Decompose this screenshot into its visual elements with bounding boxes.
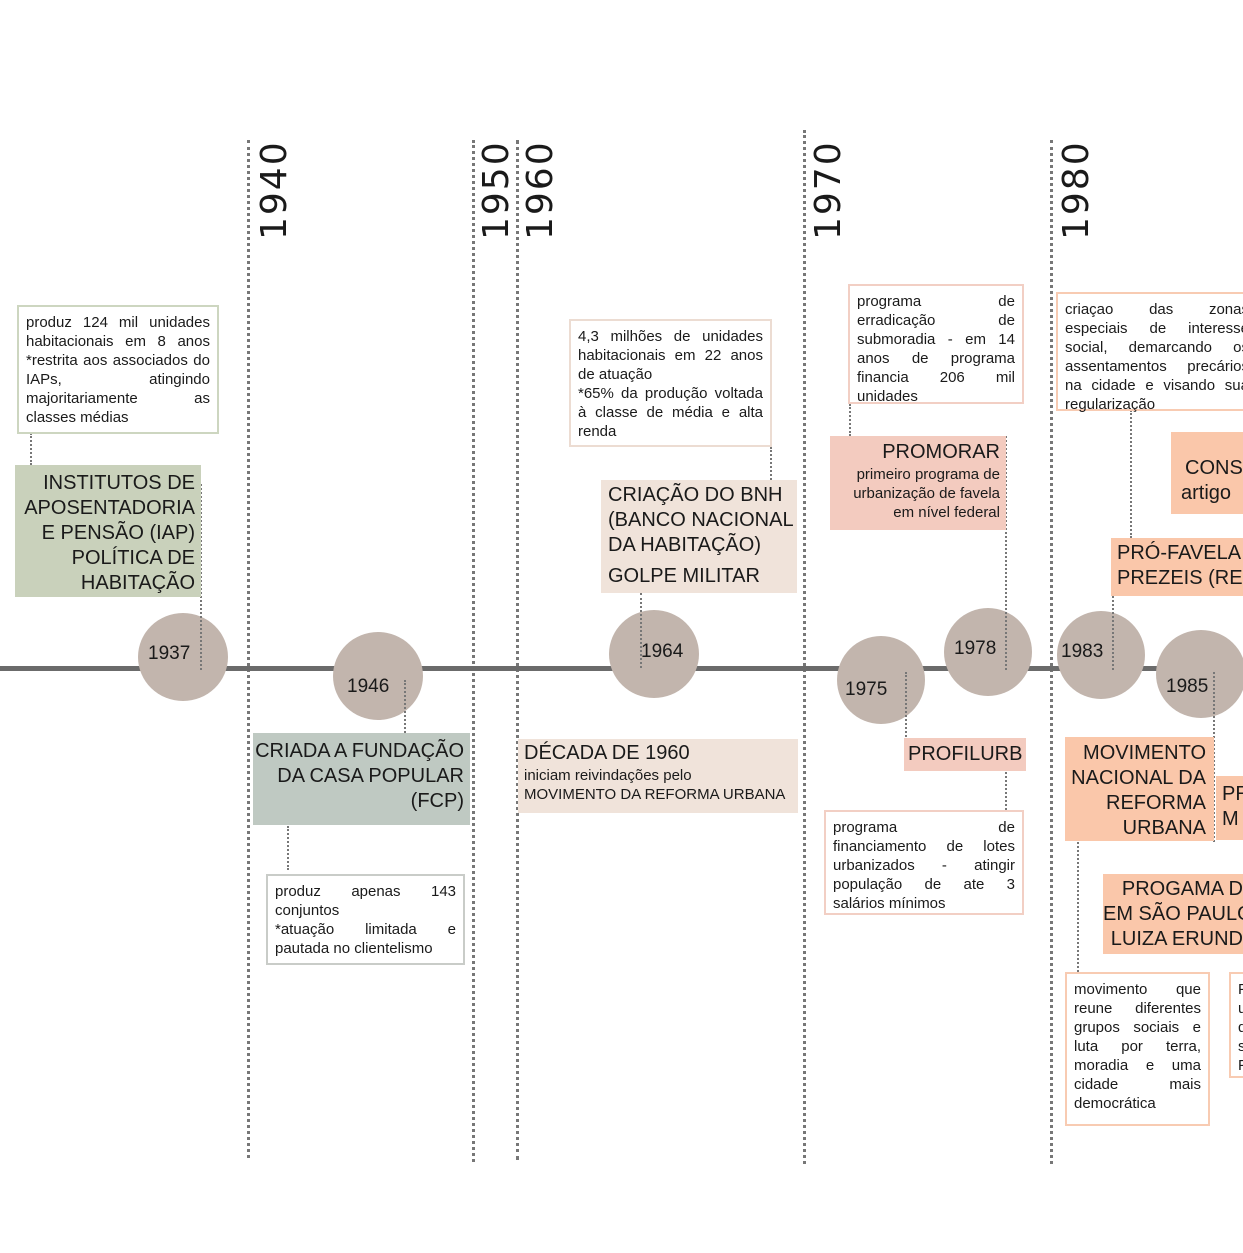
mnru-box: MOVIMENTO NACIONAL DA REFORMA URBANA bbox=[1065, 737, 1214, 841]
decade-label-1970: 1970 bbox=[808, 140, 849, 240]
progama-box: PROGAMA D EM SÃO PAULO LUIZA ERUND bbox=[1103, 874, 1243, 954]
promorar-title: PROMORAR bbox=[882, 441, 1000, 463]
year-circle-1937 bbox=[138, 613, 228, 701]
fcp-box: CRIADA A FUNDAÇÃO DA CASA POPULAR (FCP) bbox=[253, 733, 470, 825]
decade-label-1960: 1960 bbox=[520, 140, 561, 240]
bnh-box: CRIAÇÃO DO BNH (BANCO NACIONAL DA HABITA… bbox=[601, 480, 797, 593]
connector-iap-axis bbox=[200, 484, 202, 670]
bnh-subtitle: GOLPE MILITAR bbox=[608, 565, 760, 587]
connector-1983-prezeis bbox=[1112, 596, 1114, 670]
year-circle-1983 bbox=[1057, 611, 1145, 699]
cut-note: P u d s F bbox=[1229, 972, 1243, 1078]
progama-line3: LUIZA ERUND bbox=[1110, 928, 1243, 950]
decade-label-1950: 1950 bbox=[476, 140, 517, 240]
year-label-1983: 1983 bbox=[1061, 641, 1104, 662]
decade-line-1970 bbox=[803, 130, 806, 1164]
fcp-note-line1: produz apenas 143 conjuntos bbox=[275, 883, 456, 919]
year-circle-1975 bbox=[837, 636, 925, 724]
connector-fcp-axis bbox=[404, 680, 406, 733]
cut-note-l3: d bbox=[1238, 1018, 1243, 1037]
decada-1960-text-line1: iniciam reivindações pelo bbox=[524, 767, 692, 784]
connector-bnh-axis bbox=[640, 593, 642, 668]
promorar-subtitle: primeiro programa de urbanização de fave… bbox=[853, 466, 1000, 521]
prezeis-box: PRÓ-FAVELA PREZEIS (REC bbox=[1111, 538, 1243, 596]
year-circle-1964 bbox=[609, 610, 699, 698]
pm-box: PR M bbox=[1216, 776, 1243, 840]
connector-mnru-note bbox=[1077, 842, 1079, 972]
decade-label-1980: 1980 bbox=[1056, 140, 1097, 240]
bnh-note: 4,3 milhões de unidades habitacionais em… bbox=[569, 319, 772, 447]
connector-promorar-note bbox=[849, 404, 851, 436]
connector-zeis-note bbox=[1130, 410, 1132, 538]
decade-line-1980 bbox=[1050, 140, 1053, 1164]
zeis-note: criaçao das zonas especiais de interesse… bbox=[1056, 292, 1243, 413]
year-circle-1946 bbox=[333, 632, 423, 720]
connector-fcp-note bbox=[287, 826, 289, 870]
fcp-note: produz apenas 143 conjuntos *atuação lim… bbox=[266, 874, 465, 965]
cut-note-l1: P bbox=[1238, 980, 1243, 999]
prezeis-line2: PREZEIS (REC bbox=[1117, 567, 1243, 589]
cons-box: CONS artigo bbox=[1171, 432, 1243, 514]
year-circle-1985 bbox=[1156, 630, 1243, 718]
year-label-1937: 1937 bbox=[148, 643, 191, 664]
year-label-1964: 1964 bbox=[641, 641, 684, 662]
year-label-1946: 1946 bbox=[347, 676, 390, 697]
decade-label-1940: 1940 bbox=[254, 140, 295, 240]
cons-line1: CONS bbox=[1185, 457, 1243, 479]
iap-box: INSTITUTOS DE APOSENTADORIA E PENSÃO (IA… bbox=[15, 465, 201, 597]
bnh-title: CRIAÇÃO DO BNH (BANCO NACIONAL DA HABITA… bbox=[608, 484, 793, 556]
promorar-note: programa de erradicação de submoradia - … bbox=[848, 284, 1024, 405]
iap-title: INSTITUTOS DE APOSENTADORIA E PENSÃO (IA… bbox=[24, 472, 195, 594]
year-label-1985: 1985 bbox=[1166, 676, 1209, 697]
connector-1985-mnru bbox=[1213, 672, 1215, 842]
profilurb-box: PROFILURB bbox=[904, 738, 1026, 771]
decada-1960-title: DÉCADA DE 1960 bbox=[524, 742, 690, 764]
fcp-note-line2: *atuação limitada e pautada no clienteli… bbox=[275, 921, 456, 957]
pm-line1: PR bbox=[1222, 783, 1243, 805]
progama-line1: PROGAMA D bbox=[1121, 878, 1243, 900]
connector-promorar-axis bbox=[1005, 436, 1007, 670]
cut-note-l2: u bbox=[1238, 999, 1243, 1018]
iap-note: produz 124 mil unidades habitacionais em… bbox=[17, 305, 219, 434]
connector-bnh-note bbox=[770, 447, 772, 480]
connector-iap-note bbox=[30, 433, 32, 465]
cons-line2: artigo bbox=[1181, 482, 1232, 504]
mnru-title: MOVIMENTO NACIONAL DA REFORMA URBANA bbox=[1071, 742, 1206, 839]
decada-1960-box: DÉCADA DE 1960 iniciam reivindações pelo… bbox=[518, 739, 798, 813]
cut-note-l4: s bbox=[1238, 1037, 1243, 1056]
year-label-1975: 1975 bbox=[845, 679, 888, 700]
bnh-note-line1: 4,3 milhões de unidades habitacionais em… bbox=[578, 328, 763, 383]
decade-line-1960 bbox=[516, 140, 519, 1160]
profilurb-note: programa de financiamento de lotes urban… bbox=[824, 810, 1024, 915]
profilurb-title: PROFILURB bbox=[908, 743, 1023, 765]
pm-line2: M bbox=[1222, 808, 1239, 830]
mnru-note: movimento que reune diferentes grupos so… bbox=[1065, 972, 1210, 1126]
year-circle-1978 bbox=[944, 608, 1032, 696]
promorar-box: PROMORAR primeiro programa de urbanizaçã… bbox=[830, 436, 1006, 530]
decade-line-1950 bbox=[472, 140, 475, 1162]
year-label-1978: 1978 bbox=[954, 638, 997, 659]
fcp-title: CRIADA A FUNDAÇÃO DA CASA POPULAR (FCP) bbox=[255, 740, 464, 812]
cut-note-l5: F bbox=[1238, 1056, 1243, 1075]
bnh-note-line2: *65% da produção voltada à classe de méd… bbox=[578, 385, 763, 440]
connector-1975-profilurb bbox=[905, 672, 907, 768]
connector-profilurb-note bbox=[1005, 768, 1007, 810]
decada-1960-text-line2: MOVIMENTO DA REFORMA URBANA bbox=[524, 786, 786, 803]
decade-line-1940 bbox=[247, 140, 250, 1158]
prezeis-line1: PRÓ-FAVELA bbox=[1117, 542, 1242, 564]
progama-line2: EM SÃO PAULO bbox=[1103, 903, 1243, 925]
